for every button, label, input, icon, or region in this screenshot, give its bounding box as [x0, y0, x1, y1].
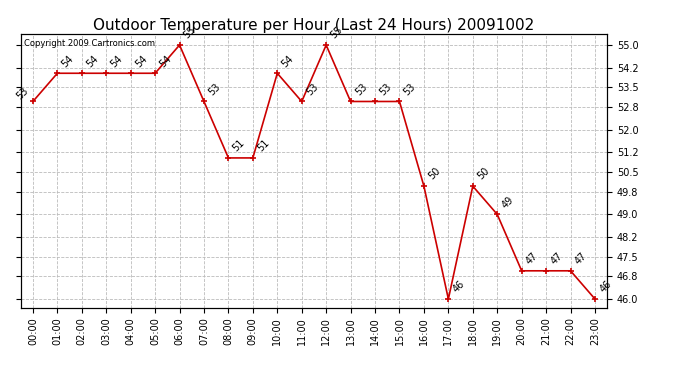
- Text: 47: 47: [573, 251, 589, 267]
- Text: 51: 51: [255, 138, 271, 154]
- Text: 46: 46: [598, 279, 613, 295]
- Text: 47: 47: [549, 251, 564, 267]
- Text: 53: 53: [377, 81, 393, 97]
- Text: 54: 54: [84, 53, 100, 69]
- Text: Copyright 2009 Cartronics.com: Copyright 2009 Cartronics.com: [23, 39, 155, 48]
- Text: 50: 50: [475, 166, 491, 182]
- Text: 54: 54: [60, 53, 76, 69]
- Text: 47: 47: [524, 251, 540, 267]
- Text: 54: 54: [157, 53, 173, 69]
- Text: 51: 51: [231, 138, 247, 154]
- Text: 53: 53: [402, 81, 417, 97]
- Title: Outdoor Temperature per Hour (Last 24 Hours) 20091002: Outdoor Temperature per Hour (Last 24 Ho…: [93, 18, 535, 33]
- Text: 55: 55: [182, 25, 198, 41]
- Text: 53: 53: [206, 81, 222, 97]
- Text: 50: 50: [426, 166, 442, 182]
- Text: 49: 49: [500, 194, 515, 210]
- Text: 54: 54: [133, 53, 149, 69]
- Text: 46: 46: [451, 279, 466, 295]
- Text: 53: 53: [304, 81, 320, 97]
- Text: 54: 54: [109, 53, 124, 69]
- Text: 54: 54: [279, 53, 295, 69]
- Text: 55: 55: [328, 25, 344, 41]
- Text: 53: 53: [353, 81, 369, 97]
- Text: 53: 53: [14, 86, 30, 102]
